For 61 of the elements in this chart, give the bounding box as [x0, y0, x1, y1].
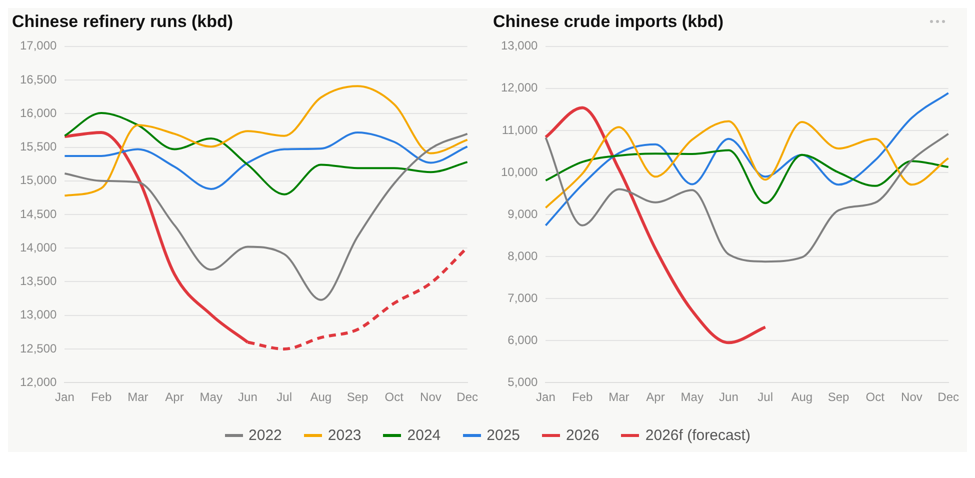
legend-label: 2024	[407, 427, 441, 444]
y-tick-label: 8,000	[508, 248, 538, 263]
y-tick-label: 16,500	[20, 72, 58, 86]
x-tick-label: Mar	[128, 390, 148, 404]
x-tick-label: Nov	[420, 390, 442, 404]
y-tick-label: 13,000	[501, 38, 538, 53]
line-series	[544, 149, 950, 204]
line-series	[64, 131, 468, 190]
y-tick-label: 15,500	[20, 140, 58, 154]
y-tick-label: 12,500	[20, 341, 58, 356]
line-series	[64, 85, 468, 197]
x-tick-label: Jun	[238, 390, 258, 404]
x-tick-label: Oct	[866, 390, 886, 404]
x-tick-label: May	[200, 390, 222, 404]
chart-title: Chinese refinery runs (kbd)	[12, 12, 234, 31]
x-tick-label: Jan	[55, 390, 74, 404]
x-tick-label: Apr	[646, 390, 665, 404]
y-tick-label: 7,000	[508, 290, 538, 305]
x-tick-label: Mar	[608, 390, 630, 404]
x-tick-label: Jul	[758, 390, 773, 404]
x-tick-label: Sep	[346, 390, 369, 404]
legend-label: 2025	[486, 427, 520, 444]
x-tick-label: Apr	[165, 390, 184, 404]
chart-title: Chinese crude imports (kbd)	[493, 12, 724, 31]
legend-label: 2026f (forecast)	[645, 427, 750, 444]
x-tick-label: Dec	[938, 390, 959, 404]
y-tick-label: 12,000	[20, 374, 58, 389]
y-tick-label: 14,000	[20, 240, 58, 254]
line-series	[64, 112, 468, 196]
x-tick-label: Nov	[901, 390, 922, 404]
x-tick-label: Oct	[384, 390, 404, 404]
x-tick-label: Aug	[310, 390, 332, 404]
y-tick-label: 5,000	[508, 374, 538, 389]
y-tick-label: 14,500	[20, 206, 58, 221]
y-tick-label: 9,000	[508, 206, 538, 221]
line-series	[544, 132, 950, 263]
y-tick-label: 11,000	[502, 122, 538, 137]
x-tick-label: Dec	[456, 390, 478, 404]
x-tick-label: May	[680, 390, 704, 404]
line-series	[544, 120, 950, 209]
line-series	[64, 132, 468, 301]
legend-label: 2023	[328, 427, 362, 444]
x-tick-label: Feb	[90, 390, 112, 404]
legend-label: 2022	[248, 427, 282, 444]
line-series	[544, 106, 767, 344]
y-tick-label: 13,000	[20, 308, 58, 322]
y-tick-label: 6,000	[508, 332, 538, 347]
x-tick-label: Jan	[536, 390, 556, 404]
legend-label: 2026	[566, 427, 600, 444]
x-tick-label: Sep	[828, 390, 850, 404]
y-tick-label: 12,000	[501, 80, 538, 95]
line-series	[544, 92, 950, 226]
y-tick-label: 17,000	[20, 38, 58, 53]
y-tick-label: 10,000	[501, 164, 538, 179]
x-tick-label: Aug	[791, 390, 813, 404]
y-tick-label: 16,000	[20, 106, 58, 120]
x-tick-label: Jun	[719, 390, 738, 404]
x-tick-label: Jul	[276, 390, 292, 404]
y-tick-label: 13,500	[20, 274, 58, 288]
x-tick-label: Feb	[572, 390, 593, 404]
y-tick-label: 15,000	[20, 173, 58, 188]
